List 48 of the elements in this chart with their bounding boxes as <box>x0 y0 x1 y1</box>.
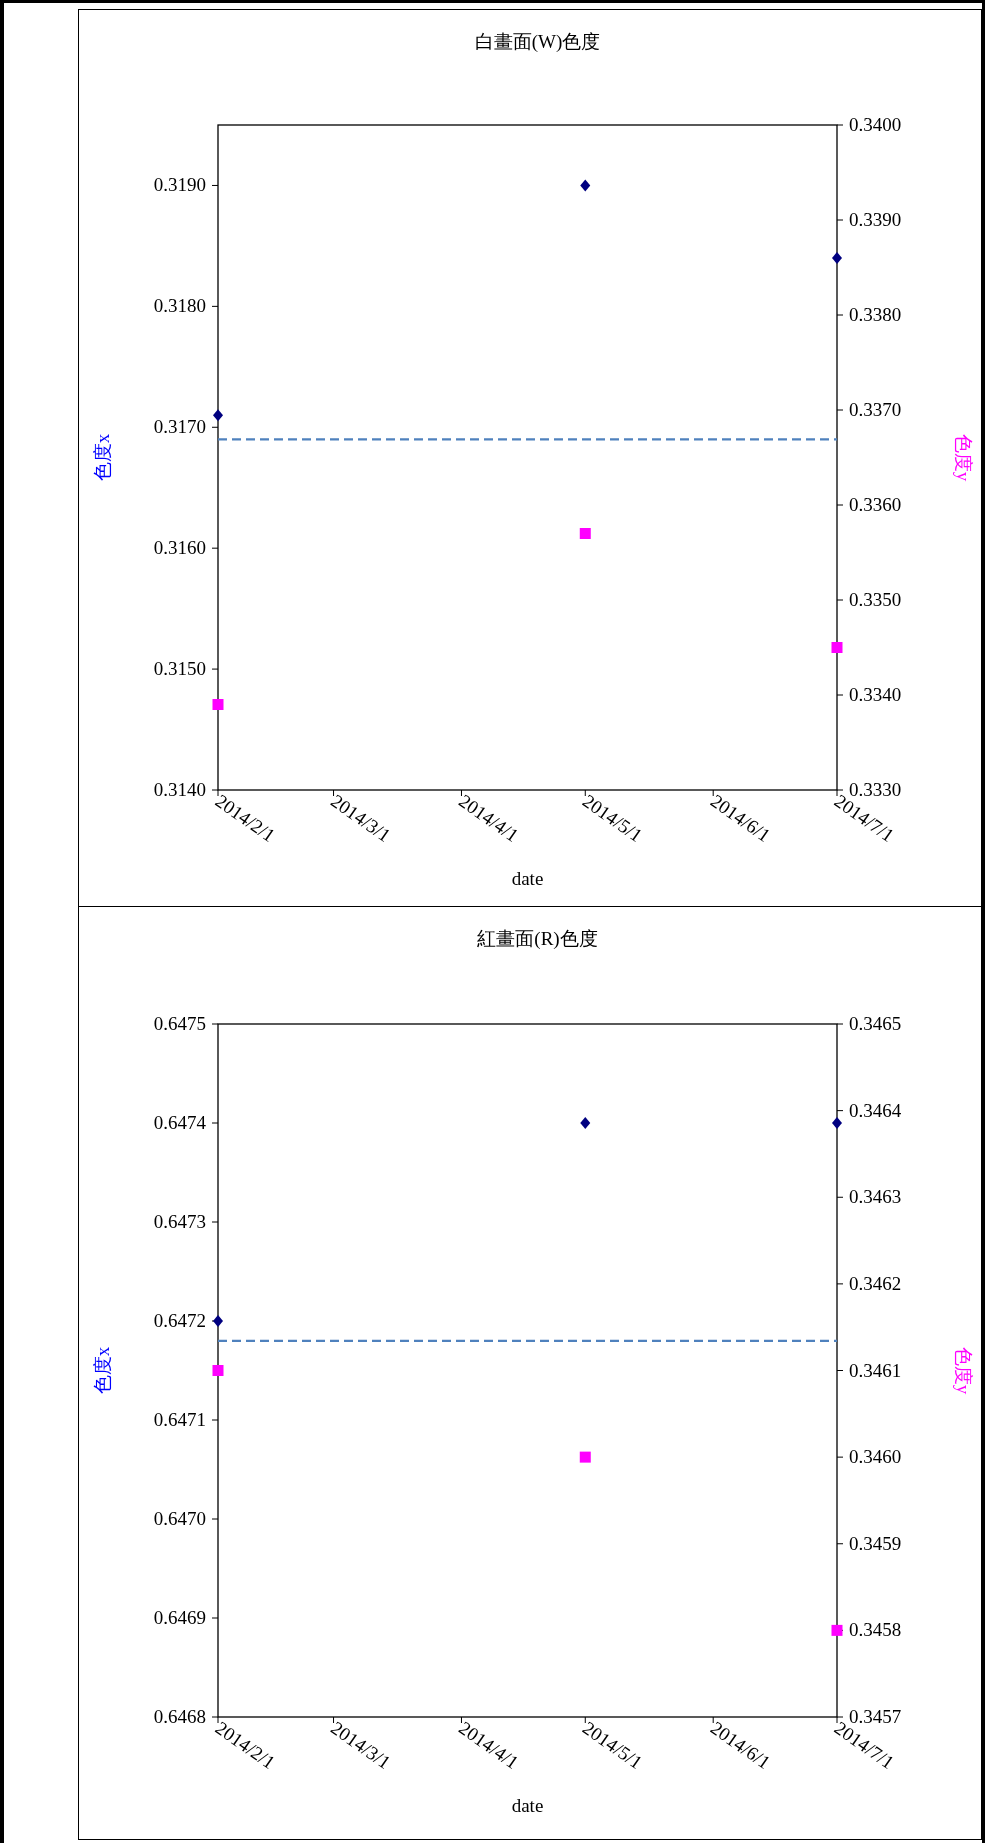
y-tick-label: 0.3180 <box>153 295 206 317</box>
point <box>213 409 223 422</box>
x-axis-title: date <box>511 1795 544 1816</box>
y-tick-label: 0.6469 <box>153 1607 206 1628</box>
y2-tick-label: 0.3464 <box>849 1099 902 1121</box>
point <box>580 179 591 192</box>
y2-tick-label: 0.3400 <box>849 114 902 135</box>
y-tick-label: 0.3150 <box>153 658 206 680</box>
chart-title: 白畫面(W)色度 <box>474 31 601 53</box>
y2-tick-label: 0.3458 <box>849 1619 902 1641</box>
y2-tick-label: 0.3463 <box>849 1186 902 1208</box>
x-axis-title: date <box>511 868 544 889</box>
y2-axis-title: 色度y <box>953 433 974 482</box>
y-axis-title: 色度x <box>92 1346 113 1395</box>
point <box>831 1624 843 1636</box>
y2-tick-label: 0.3360 <box>849 494 902 515</box>
point <box>831 642 843 653</box>
y2-tick-label: 0.3465 <box>849 1013 902 1034</box>
y2-tick-label: 0.3330 <box>849 779 902 800</box>
y2-tick-label: 0.3380 <box>849 304 902 325</box>
y2-tick-label: 0.3459 <box>849 1532 902 1554</box>
y-tick-label: 0.6468 <box>153 1706 206 1727</box>
y2-tick-label: 0.3390 <box>849 209 902 230</box>
y-tick-label: 0.3190 <box>153 174 206 196</box>
y-tick-label: 0.3170 <box>153 416 206 438</box>
y-tick-label: 0.6471 <box>153 1409 206 1430</box>
y-tick-label: 0.6475 <box>153 1013 206 1034</box>
y-tick-label: 0.6470 <box>153 1508 206 1529</box>
y-tick-label: 0.6474 <box>153 1112 207 1133</box>
y-tick-label: 0.3140 <box>153 779 206 800</box>
y2-tick-label: 0.3457 <box>849 1706 902 1727</box>
point <box>579 528 591 539</box>
y-tick-label: 0.6473 <box>153 1211 206 1232</box>
y-tick-label: 0.6472 <box>153 1310 206 1331</box>
y2-tick-label: 0.3461 <box>849 1359 902 1381</box>
y-axis-title: 色度x <box>92 433 113 482</box>
point <box>212 1365 224 1376</box>
chart-title: 紅畫面(R)色度 <box>477 928 598 950</box>
y2-tick-label: 0.3462 <box>849 1272 902 1294</box>
y2-tick-label: 0.3460 <box>849 1446 902 1468</box>
y2-tick-label: 0.3340 <box>849 684 902 705</box>
point <box>212 699 224 710</box>
y2-tick-label: 0.3370 <box>849 399 902 420</box>
y2-axis-title: 色度y <box>953 1346 974 1395</box>
y-tick-label: 0.3160 <box>153 537 206 559</box>
y2-tick-label: 0.3350 <box>849 589 902 610</box>
point <box>832 252 842 264</box>
point <box>579 1451 591 1463</box>
